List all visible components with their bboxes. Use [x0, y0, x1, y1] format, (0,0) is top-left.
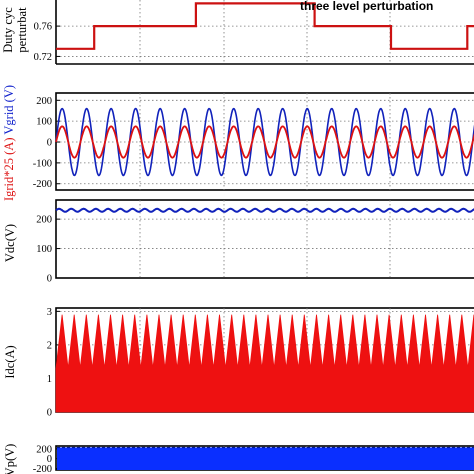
vdc-line — [55, 207, 474, 213]
y-tick-label: 2 — [47, 340, 52, 351]
duty-ylabel-line1: Duty cyc — [1, 7, 15, 53]
y-tick-label: 100 — [36, 117, 52, 128]
duty-ylabel-line2: perturbat — [15, 7, 29, 53]
y-tick-label: 0 — [47, 408, 52, 419]
grid-current-voltage-panel: -200 -100 0 100 200 — [33, 92, 474, 191]
idc-ylabel: Idc(A) — [3, 345, 17, 378]
duty-cycle-line — [56, 2, 474, 50]
y-tick-label: 1 — [47, 374, 52, 385]
y-tick-label: 0 — [47, 138, 52, 149]
vgrid-ylabel: Vgrid (V) — [2, 85, 16, 135]
y-tick-label: -200 — [33, 464, 52, 474]
y-tick-label: 0 — [47, 274, 52, 285]
plot-frame — [55, 199, 474, 279]
y-tick-label: 0 — [47, 454, 52, 465]
idc-area — [55, 314, 474, 413]
grid-ylabel: Igrid*25 (A) Vgrid (V) — [2, 85, 16, 201]
idc-panel: 0 1 2 3 — [47, 307, 474, 419]
vdc-panel: 0 100 200 — [36, 199, 474, 285]
y-tick-label: -100 — [33, 158, 52, 169]
y-tick-label: 0.8 — [39, 0, 52, 2]
igrid-ylabel: Igrid*25 (A) — [2, 138, 16, 202]
y-tick-label: 100 — [36, 244, 52, 255]
duty-cycle-panel: 0.72 0.76 0.8 — [34, 0, 474, 65]
vp-band — [57, 447, 474, 470]
vgrid-line — [55, 107, 474, 177]
y-tick-label: 0.72 — [34, 52, 52, 63]
y-tick-label: -200 — [33, 179, 52, 190]
vp-ylabel: Vp(V) — [3, 444, 17, 474]
y-tick-label: 200 — [36, 444, 52, 455]
y-tick-label: 200 — [36, 96, 52, 107]
vdc-ylabel: Vdc(V) — [3, 224, 17, 262]
y-tick-label: 3 — [47, 307, 52, 318]
perturbation-annotation: three level perturbation — [300, 0, 433, 13]
y-tick-label: 200 — [36, 215, 52, 226]
y-tick-label: 0.76 — [34, 22, 52, 33]
igrid-line — [55, 125, 474, 159]
